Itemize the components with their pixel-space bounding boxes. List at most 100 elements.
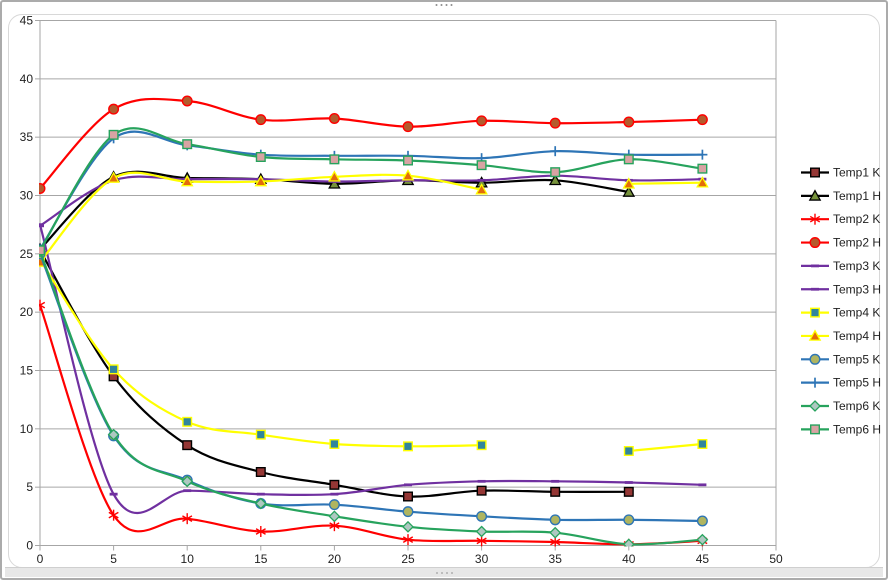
data-point-marker xyxy=(549,526,562,539)
data-point-marker xyxy=(477,178,486,182)
data-point-marker xyxy=(183,489,192,493)
data-point-marker xyxy=(107,171,120,183)
data-point-marker xyxy=(182,515,193,523)
data-point-marker xyxy=(403,441,414,452)
data-point-marker xyxy=(180,174,194,187)
legend-item-temp6-k[interactable]: Temp6 K xyxy=(801,399,880,413)
data-point-marker xyxy=(181,475,194,488)
data-point-marker xyxy=(810,307,821,318)
x-tick-label: 0 xyxy=(37,552,44,566)
bottom-bar[interactable] xyxy=(5,567,883,577)
y-tick-label: 25 xyxy=(20,247,34,261)
x-tick-label: 10 xyxy=(181,552,195,566)
data-point-marker xyxy=(475,183,488,195)
data-point-marker xyxy=(108,364,119,375)
legend-item-temp5-k[interactable]: Temp5 K xyxy=(801,352,880,366)
series-temp6-h[interactable] xyxy=(36,127,708,256)
data-point-marker xyxy=(403,155,414,166)
data-point-marker xyxy=(329,438,340,449)
x-tick-label: 50 xyxy=(769,552,783,566)
data-point-marker xyxy=(696,114,708,126)
data-point-marker xyxy=(696,515,708,527)
data-point-marker xyxy=(328,499,340,511)
series-line xyxy=(39,127,703,251)
data-point-marker xyxy=(328,177,341,189)
legend-label: Temp2 H xyxy=(833,236,881,250)
data-point-marker xyxy=(330,492,339,496)
data-point-marker xyxy=(623,514,635,526)
data-point-marker xyxy=(808,189,822,201)
series-temp3-k[interactable] xyxy=(36,223,707,515)
data-point-marker xyxy=(255,528,266,535)
legend-label: Temp4 H xyxy=(833,329,881,343)
data-point-marker xyxy=(107,428,120,441)
series-temp6-k[interactable] xyxy=(35,245,709,549)
legend-item-temp3-h[interactable]: Temp3 H xyxy=(801,282,881,296)
y-tick-label: 20 xyxy=(20,305,34,319)
data-point-marker xyxy=(108,511,119,519)
data-point-marker xyxy=(476,440,487,451)
data-point-marker xyxy=(108,129,119,140)
data-point-marker xyxy=(476,510,488,522)
data-point-marker xyxy=(402,121,414,133)
x-tick-label: 30 xyxy=(475,552,489,566)
data-point-marker xyxy=(623,486,634,497)
legend-item-temp2-k[interactable]: Temp2 K xyxy=(801,212,880,226)
data-point-marker xyxy=(329,479,340,490)
series-temp4-h[interactable] xyxy=(35,169,709,267)
data-point-marker xyxy=(809,215,821,223)
data-point-marker xyxy=(477,479,486,483)
legend-item-temp3-k[interactable]: Temp3 K xyxy=(801,259,880,273)
legend-item-temp4-h[interactable]: Temp4 H xyxy=(801,329,881,343)
series-temp1-h[interactable] xyxy=(35,170,636,255)
y-tick-label: 45 xyxy=(20,13,34,27)
series-line xyxy=(39,249,629,498)
data-point-marker xyxy=(401,169,415,181)
data-point-marker xyxy=(404,483,412,487)
data-point-marker xyxy=(402,520,414,533)
series-temp1-k[interactable] xyxy=(36,245,634,502)
data-point-marker xyxy=(328,170,341,182)
series-line xyxy=(39,259,482,448)
data-point-marker xyxy=(182,416,193,427)
data-point-marker xyxy=(623,116,635,128)
data-point-marker xyxy=(696,176,709,188)
x-tick-label: 20 xyxy=(328,552,342,566)
legend-item-temp2-h[interactable]: Temp2 H xyxy=(801,236,881,250)
series-temp5-k[interactable] xyxy=(35,248,708,527)
legend-label: Temp6 H xyxy=(833,422,881,436)
legend-item-temp4-k[interactable]: Temp4 K xyxy=(801,306,880,320)
data-point-marker xyxy=(402,506,414,518)
data-point-marker xyxy=(402,536,414,544)
legend-item-temp1-h[interactable]: Temp1 H xyxy=(801,189,881,203)
series-line xyxy=(39,97,703,190)
series-temp2-h[interactable] xyxy=(35,95,708,194)
data-point-marker xyxy=(39,183,46,194)
data-point-marker xyxy=(328,112,340,124)
data-point-marker xyxy=(549,514,561,526)
data-point-marker xyxy=(696,533,709,546)
y-tick-label: 35 xyxy=(20,130,34,144)
legend-item-temp6-h[interactable]: Temp6 H xyxy=(801,422,881,436)
data-point-marker xyxy=(809,237,821,249)
data-point-marker xyxy=(476,537,487,545)
data-point-marker xyxy=(811,264,819,268)
top-resize-handle-dots[interactable] xyxy=(435,4,453,6)
data-point-marker xyxy=(182,440,193,451)
legend-item-temp1-k[interactable]: Temp1 K xyxy=(801,166,880,180)
series-line xyxy=(39,174,703,227)
data-point-marker xyxy=(622,538,635,547)
series-temp2-k[interactable] xyxy=(35,299,708,550)
legend-item-temp5-h[interactable]: Temp5 H xyxy=(801,376,881,390)
legend-label: Temp4 K xyxy=(833,306,880,320)
series-temp4-k[interactable] xyxy=(36,254,708,456)
data-point-marker xyxy=(254,497,267,510)
series-line xyxy=(39,251,703,546)
data-point-marker xyxy=(697,163,708,174)
data-point-marker xyxy=(256,492,265,496)
data-point-marker xyxy=(809,400,821,412)
data-point-marker xyxy=(810,167,821,178)
series-temp5-h[interactable] xyxy=(35,130,708,255)
y-tick-label: 10 xyxy=(20,422,34,436)
